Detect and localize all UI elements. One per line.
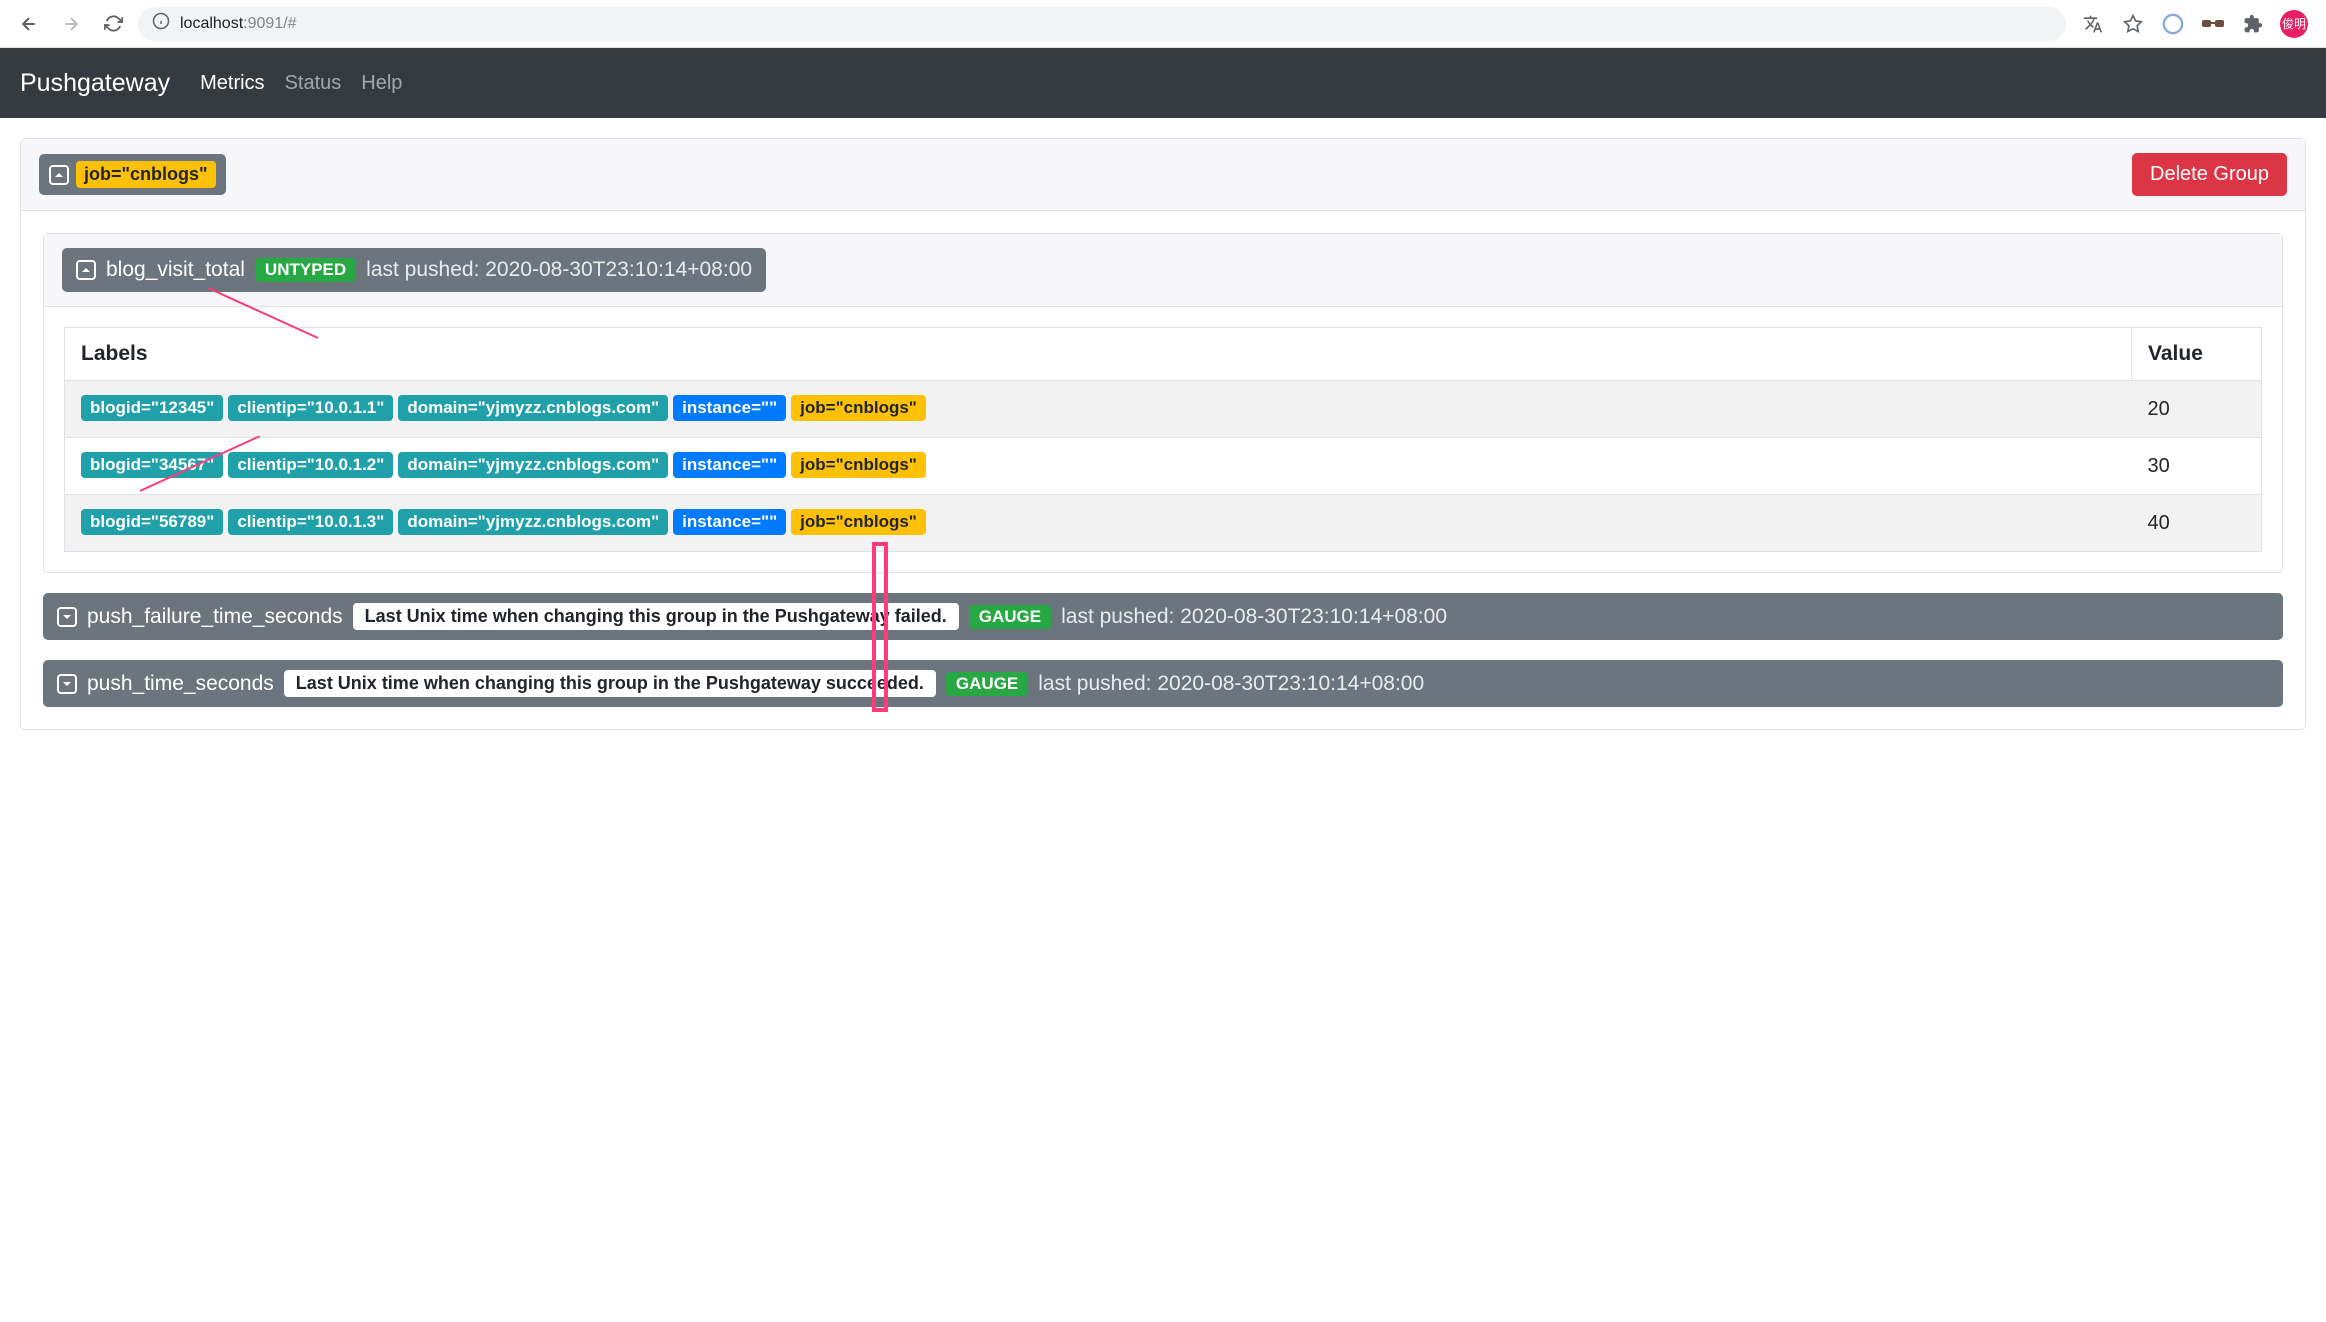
metric-name: blog_visit_total <box>106 258 245 282</box>
metric-name: push_failure_time_seconds <box>87 605 343 629</box>
group-label-badge[interactable]: job="cnblogs" <box>39 154 226 195</box>
extension-icons: 俊明 <box>2074 10 2314 38</box>
last-pushed: last pushed: 2020-08-30T23:10:14+08:00 <box>1038 672 1424 696</box>
label-tag: clientip="10.0.1.2" <box>228 452 393 478</box>
metric-card-0: blog_visit_total UNTYPED last pushed: 20… <box>43 233 2283 573</box>
app-navbar: Pushgateway Metrics Status Help <box>0 48 2326 118</box>
collapse-up-icon <box>49 165 69 185</box>
metric-name: push_time_seconds <box>87 672 274 696</box>
extensions-puzzle-icon[interactable] <box>2240 11 2266 37</box>
label-tag: domain="yjmyzz.cnblogs.com" <box>398 452 668 478</box>
metric-body-0: Labels Value blogid="12345"clientip="10.… <box>44 307 2282 572</box>
label-tag: job="cnblogs" <box>791 452 926 478</box>
table-row: blogid="12345"clientip="10.0.1.1"domain=… <box>65 381 2262 438</box>
label-tag: job="cnblogs" <box>791 395 926 421</box>
label-tag: instance="" <box>673 509 786 535</box>
nav-status[interactable]: Status <box>285 72 342 95</box>
extension-circle-icon[interactable] <box>2160 11 2186 37</box>
profile-avatar[interactable]: 俊明 <box>2280 10 2308 38</box>
back-button[interactable] <box>12 7 46 41</box>
url-text: localhost:9091/# <box>180 15 297 33</box>
labels-cell: blogid="12345"clientip="10.0.1.1"domain=… <box>65 381 2132 438</box>
metric-header-bar-2[interactable]: push_time_seconds Last Unix time when ch… <box>43 660 2283 707</box>
type-badge: GAUGE <box>969 605 1051 629</box>
labels-cell: blogid="34567"clientip="10.0.1.2"domain=… <box>65 438 2132 495</box>
table-row: blogid="34567"clientip="10.0.1.2"domain=… <box>65 438 2262 495</box>
value-cell: 20 <box>2132 381 2262 438</box>
metric-header-bar-0[interactable]: blog_visit_total UNTYPED last pushed: 20… <box>62 248 766 292</box>
navbar-brand[interactable]: Pushgateway <box>20 69 170 98</box>
labels-cell: blogid="56789"clientip="10.0.1.3"domain=… <box>65 495 2132 552</box>
group-card-header: job="cnblogs" Delete Group <box>21 139 2305 211</box>
job-tag: job="cnblogs" <box>76 161 216 188</box>
label-tag: blogid="34567" <box>81 452 223 478</box>
label-tag: clientip="10.0.1.3" <box>228 509 393 535</box>
last-pushed: last pushed: 2020-08-30T23:10:14+08:00 <box>1061 605 1447 629</box>
label-tag: job="cnblogs" <box>791 509 926 535</box>
label-tag: clientip="10.0.1.1" <box>228 395 393 421</box>
collapse-up-icon <box>76 260 96 280</box>
last-pushed: last pushed: 2020-08-30T23:10:14+08:00 <box>366 258 752 282</box>
metric-header-0: blog_visit_total UNTYPED last pushed: 20… <box>44 234 2282 307</box>
type-badge: UNTYPED <box>255 258 356 282</box>
reload-button[interactable] <box>96 7 130 41</box>
nav-help[interactable]: Help <box>361 72 402 95</box>
collapse-down-icon <box>57 607 77 627</box>
th-labels: Labels <box>65 328 2132 381</box>
labels-table: Labels Value blogid="12345"clientip="10.… <box>64 327 2262 552</box>
address-bar[interactable]: localhost:9091/# <box>138 7 2066 41</box>
label-tag: domain="yjmyzz.cnblogs.com" <box>398 395 668 421</box>
label-tag: domain="yjmyzz.cnblogs.com" <box>398 509 668 535</box>
label-tag: blogid="56789" <box>81 509 223 535</box>
group-card-body: blog_visit_total UNTYPED last pushed: 20… <box>21 211 2305 729</box>
delete-group-button[interactable]: Delete Group <box>2132 153 2287 196</box>
table-row: blogid="56789"clientip="10.0.1.3"domain=… <box>65 495 2262 552</box>
group-card: job="cnblogs" Delete Group blog_visit_to… <box>20 138 2306 730</box>
browser-toolbar: localhost:9091/# 俊明 <box>0 0 2326 48</box>
info-icon <box>152 12 170 35</box>
help-badge: Last Unix time when changing this group … <box>353 603 959 630</box>
label-tag: instance="" <box>673 452 786 478</box>
label-tag: instance="" <box>673 395 786 421</box>
forward-button[interactable] <box>54 7 88 41</box>
label-tag: blogid="12345" <box>81 395 223 421</box>
main-content: job="cnblogs" Delete Group blog_visit_to… <box>0 118 2326 770</box>
help-badge: Last Unix time when changing this group … <box>284 670 936 697</box>
avatar-text: 俊明 <box>2282 15 2306 32</box>
star-icon[interactable] <box>2120 11 2146 37</box>
collapse-down-icon <box>57 674 77 694</box>
nav-metrics[interactable]: Metrics <box>200 72 264 95</box>
type-badge: GAUGE <box>946 672 1028 696</box>
value-cell: 30 <box>2132 438 2262 495</box>
translate-icon[interactable] <box>2080 11 2106 37</box>
extension-glasses-icon[interactable] <box>2200 11 2226 37</box>
th-value: Value <box>2132 328 2262 381</box>
metric-header-bar-1[interactable]: push_failure_time_seconds Last Unix time… <box>43 593 2283 640</box>
value-cell: 40 <box>2132 495 2262 552</box>
